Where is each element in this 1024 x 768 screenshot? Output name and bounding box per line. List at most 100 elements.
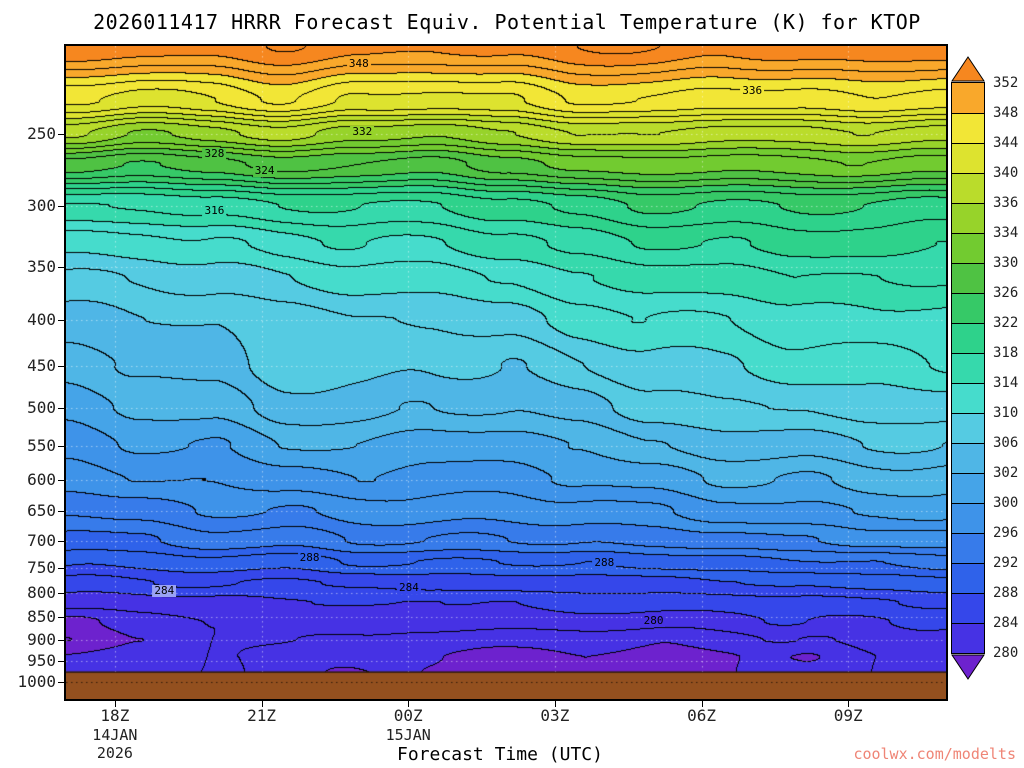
pressure-tick-label: 850 [27,607,56,627]
colorbar-tick-label: 314 [993,375,1019,391]
colorbar-segment [952,443,984,473]
pressure-tick-mark [58,593,65,595]
colorbar-segment [952,533,984,563]
contour-label: 332 [350,125,375,139]
pressure-tick-label: 300 [27,196,56,216]
colorbar-tick-label: 340 [993,165,1019,181]
time-tick-label: 03Z [540,706,570,725]
pressure-tick-label: 750 [27,558,56,577]
contour-label: 288 [592,556,617,570]
colorbar-tick-label: 300 [993,495,1019,511]
pressure-tick-mark [58,407,65,409]
contour-plot-canvas [66,46,946,699]
contour-label: 324 [252,164,277,178]
colorbar-tick-label: 280 [993,645,1019,661]
time-tick-label: 00Z [393,706,423,725]
colorbar-segment [952,473,984,503]
colorbar-tick-label: 344 [993,135,1019,151]
plot-area: 348 336 332 328 324 316 288 288 284 284 280 [64,44,948,701]
colorbar-segment [952,353,984,383]
date-sublabel: 14JAN [92,726,138,744]
colorbar-tick-label: 330 [993,255,1019,271]
colorbar-segment [952,263,984,293]
pressure-tick-label: 500 [27,397,56,417]
pressure-tick-mark [58,568,65,569]
colorbar-arrow [951,56,985,82]
pressure-tick-label: 450 [27,356,56,376]
colorbar-arrow [951,654,985,680]
x-axis-title: Forecast Time (UTC) [397,744,603,765]
time-tick-mark [848,701,850,707]
date-sublabel: 2026 [96,744,133,762]
pressure-tick-label: 600 [27,469,56,489]
pressure-tick-mark [58,134,65,136]
time-tick-label: 21Z [247,706,276,725]
time-tick-mark [554,701,556,707]
pressure-tick-mark [58,511,65,513]
pressure-tick-label: 350 [27,257,56,276]
time-tick-mark [408,701,410,707]
colorbar-segment [952,233,984,263]
colorbar-segment [952,83,984,113]
pressure-tick-mark [58,319,65,321]
colorbar-segment [952,293,984,323]
colorbar-tick-label: 352 [993,75,1019,91]
time-tick-mark [701,701,703,707]
colorbar-segment [952,203,984,233]
colorbar-segment [952,143,984,173]
colorbar-tick-label: 348 [993,105,1019,121]
date-sublabel: 15JAN [385,726,431,744]
pressure-tick-label: 800 [27,583,56,603]
pressure-tick-mark [58,479,65,481]
colorbar-segment [952,113,984,143]
colorbar-tick-label: 296 [993,525,1019,541]
colorbar-tick-label: 310 [993,405,1019,421]
colorbar-tick-label: 306 [993,435,1019,451]
colorbar-segment [952,503,984,533]
watermark-text: coolwx.com/modelts [853,745,1016,763]
pressure-tick-label: 1000 [17,671,56,691]
colorbar-segment [952,173,984,203]
colorbar-tick-label: 334 [993,225,1019,241]
colorbar-segment [952,593,984,623]
colorbar-segment [952,323,984,353]
contour-label: 348 [346,56,371,70]
colorbar-tick-label: 322 [993,315,1019,331]
contour-label: 328 [202,146,227,160]
colorbar-segment [952,623,984,653]
colorbar-tick-label: 292 [993,555,1019,571]
pressure-tick-mark [58,540,65,542]
colorbar-tick-label: 288 [993,585,1019,601]
contour-label: 316 [202,204,227,218]
colorbar-tick-label: 302 [993,465,1019,481]
colorbar-tick-label: 326 [993,285,1019,301]
colorbar-segment [952,563,984,593]
colorbar: 352 348 344 340 336 334 330 326 322 318 314 310 306 3… [951,56,1018,680]
time-tick-label: 09Z [833,706,863,725]
pressure-tick-label: 250 [27,124,56,144]
contour-label: 336 [740,84,765,98]
time-tick-label: 18Z [100,706,130,725]
pressure-tick-mark [58,366,65,368]
pressure-tick-label: 900 [27,630,56,649]
time-tick-label: 06Z [687,706,716,725]
contour-label: 284 [397,580,421,594]
colorbar-tick-label: 318 [993,345,1019,361]
chart-title: 2026011417 HRRR Forecast Equiv. Potentia… [93,10,921,34]
colorbar-tick-label: 284 [993,615,1019,631]
pressure-tick-mark [58,267,65,268]
pressure-tick-mark [58,445,65,447]
colorbar-segment [952,383,984,413]
pressure-tick-mark [58,206,65,208]
contour-label: 280 [641,614,666,628]
pressure-tick-mark [58,661,65,663]
pressure-tick-label: 950 [27,651,56,671]
pressure-tick-label: 650 [27,501,56,521]
colorbar-scale [951,82,985,654]
time-tick-mark [114,701,116,707]
time-tick-mark [261,701,263,707]
pressure-tick-label: 400 [27,309,56,329]
pressure-tick-mark [58,617,65,619]
pressure-tick-label: 550 [27,435,56,455]
